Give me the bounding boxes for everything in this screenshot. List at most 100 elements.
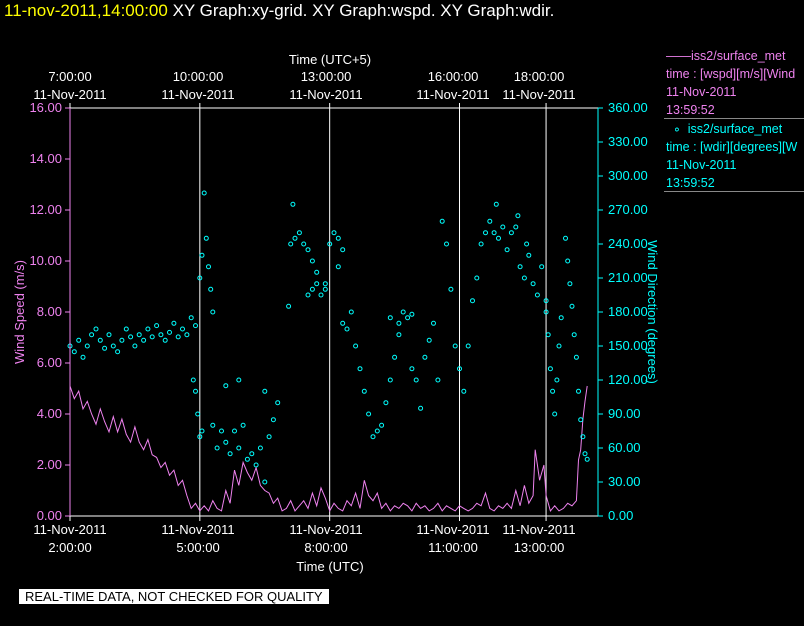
- wdir-point: [128, 334, 134, 340]
- wdir-point: [240, 422, 246, 428]
- left-tick-label: 16.00: [29, 100, 62, 115]
- wdir-point: [236, 377, 242, 383]
- wdir-point: [543, 298, 549, 304]
- wdir-point: [180, 326, 185, 332]
- wdir-point: [84, 343, 90, 349]
- wdir-point: [136, 332, 142, 338]
- wdir-point: [193, 323, 198, 329]
- legend-wspd-date: 11-Nov-2011: [666, 85, 737, 99]
- right-tick-label: 120.00: [608, 372, 648, 387]
- top-tick-time: 16:00:00: [427, 69, 479, 84]
- wdir-point: [266, 434, 272, 440]
- wdir-point: [119, 337, 125, 343]
- wdir-point: [262, 479, 268, 485]
- bottom-tick-date: 11-Nov-2011: [33, 522, 107, 537]
- header-datetime: 11-nov-2011,14:00:00: [4, 1, 168, 20]
- wdir-point: [236, 445, 242, 451]
- top-tick-date: 11-Nov-2011: [161, 87, 235, 102]
- wdir-point: [193, 388, 198, 394]
- wdir-point: [102, 345, 108, 351]
- wdir-point: [244, 456, 250, 462]
- wdir-point: [370, 434, 376, 440]
- legend-divider: [664, 118, 804, 119]
- wdir-point: [89, 332, 95, 338]
- header-graph-list: XY Graph:xy-grid. XY Graph:wspd. XY Grap…: [172, 1, 555, 20]
- bottom-tick-time: 13:00:00: [513, 540, 565, 555]
- wdir-point: [199, 252, 205, 258]
- wdir-point: [465, 343, 471, 349]
- wdir-point: [322, 281, 328, 287]
- wdir-point: [379, 422, 385, 428]
- wdir-point: [314, 281, 320, 287]
- top-tick-time: 7:00:00: [48, 69, 92, 84]
- wdir-point: [539, 264, 545, 270]
- left-axis-label: Wind Speed (m/s): [12, 260, 27, 364]
- wdir-point: [199, 428, 205, 434]
- wdir-point: [210, 309, 216, 315]
- wdir-point: [530, 281, 536, 287]
- wdir-point: [493, 201, 499, 207]
- wdir-point: [305, 292, 311, 298]
- wdir-point: [461, 388, 467, 394]
- wdir-point: [270, 417, 276, 423]
- wdir-point: [478, 241, 484, 247]
- legend-wdir-date: 11-Nov-2011: [666, 158, 737, 172]
- wdir-point: [400, 309, 406, 315]
- wdir-point: [413, 377, 419, 383]
- left-tick-label: 8.00: [37, 304, 62, 319]
- wdir-point: [305, 247, 311, 253]
- wdir-point: [418, 405, 424, 411]
- wdir-point: [214, 445, 220, 451]
- wdir-point: [71, 349, 77, 355]
- wdir-point: [496, 235, 501, 241]
- wdir-point: [335, 264, 341, 270]
- wdir-point: [567, 281, 573, 287]
- wdir-point: [387, 315, 393, 321]
- wdir-point: [197, 275, 203, 281]
- wdir-point: [422, 354, 428, 360]
- left-tick-label: 14.00: [29, 151, 62, 166]
- legend-divider: [664, 191, 804, 192]
- wdir-point: [110, 343, 116, 349]
- axis-layer: 0.00 2.00 4.00 6.00 8.00 10.00 12.00 14.00 16.00…: [29, 100, 647, 523]
- wdir-point: [208, 286, 214, 292]
- right-tick-label: 150.00: [608, 338, 648, 353]
- page-header: 11-nov-2011,14:00:00 XY Graph:xy-grid. X…: [4, 1, 554, 21]
- wdir-point: [448, 286, 454, 292]
- wdir-point: [457, 366, 462, 372]
- wdir-point: [584, 456, 590, 462]
- wdir-point: [374, 428, 380, 434]
- wspd-line: [69, 385, 588, 513]
- wdir-point: [262, 388, 268, 394]
- right-tick-label: 30.00: [608, 474, 641, 489]
- wdir-point: [340, 247, 346, 253]
- wdir-point: [470, 298, 475, 304]
- right-tick-label: 330.00: [608, 134, 648, 149]
- right-tick-label: 300.00: [608, 168, 648, 183]
- wdir-point: [405, 315, 411, 321]
- wdir-point: [524, 241, 530, 247]
- wdir-point: [132, 343, 138, 349]
- wdir-point: [361, 388, 367, 394]
- wdir-point: [392, 354, 398, 360]
- bottom-tick-time: 2:00:00: [48, 540, 92, 555]
- wdir-point: [576, 388, 581, 394]
- wdir-point: [141, 337, 147, 343]
- wdir-point: [578, 417, 584, 423]
- wdir-point: [275, 400, 281, 406]
- wdir-point: [508, 230, 514, 236]
- wdir-point: [97, 337, 103, 343]
- wdir-point: [353, 343, 359, 349]
- wdir-point: [526, 252, 532, 258]
- wdir-point: [318, 292, 324, 298]
- wdir-point: [340, 320, 346, 326]
- wdir-point: [387, 377, 393, 383]
- left-tick-label: 2.00: [37, 457, 62, 472]
- wdir-point: [93, 326, 99, 332]
- right-tick-label: 210.00: [608, 270, 648, 285]
- wdir-point: [571, 332, 577, 338]
- wdir-point: [145, 326, 151, 332]
- wdir-point: [547, 366, 553, 372]
- top-tick-date: 11-Nov-2011: [33, 87, 107, 102]
